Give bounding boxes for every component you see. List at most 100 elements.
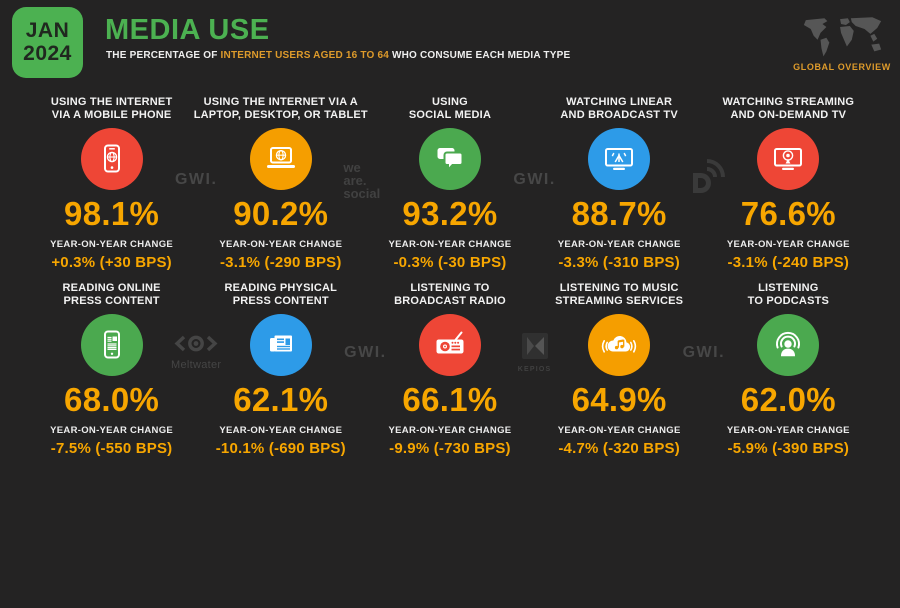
stat-title: WATCHING LINEAR AND BROADCAST TV xyxy=(560,93,677,123)
tv-antenna-icon xyxy=(588,128,651,190)
datareportal-logo-icon xyxy=(683,157,725,204)
yoy-change-label: YEAR-ON-YEAR CHANGE xyxy=(219,239,343,250)
meltwater-logo-icon xyxy=(173,335,219,357)
yoy-change-label: YEAR-ON-YEAR CHANGE xyxy=(388,239,512,250)
yoy-change-label: YEAR-ON-YEAR CHANGE xyxy=(50,239,174,250)
stat-title: LISTENING TO MUSIC STREAMING SERVICES xyxy=(555,279,683,309)
stat-physical-press: READING PHYSICAL PRESS CONTENT 62.1% YEA… xyxy=(196,279,365,458)
stat-title-line2: LAPTOP, DESKTOP, OR TABLET xyxy=(193,109,368,122)
gwi-logo-label: GWI. xyxy=(513,171,556,188)
stat-title-line2: SOCIAL MEDIA xyxy=(408,109,492,122)
meltwater-logo: Meltwater xyxy=(148,329,244,377)
yoy-change-value: +0.3% (+30 BPS) xyxy=(51,254,172,271)
stat-title: READING PHYSICAL PRESS CONTENT xyxy=(224,279,337,309)
yoy-change-label: YEAR-ON-YEAR CHANGE xyxy=(726,425,850,436)
stat-title-line2: BROADCAST RADIO xyxy=(394,295,506,308)
stat-streaming-tv: WATCHING STREAMING AND ON-DEMAND TV 76.6… xyxy=(704,93,873,272)
we-are-social-wordmark-line: are. xyxy=(343,172,367,188)
yoy-change-value: -3.3% (-310 BPS) xyxy=(558,254,680,271)
world-map-icon xyxy=(803,17,882,57)
yoy-change-value: -9.9% (-730 BPS) xyxy=(389,440,511,457)
radio-icon xyxy=(418,314,481,376)
stat-title: USING SOCIAL MEDIA xyxy=(409,93,491,123)
stats-row-1: USING THE INTERNET VIA A MOBILE PHONE 98… xyxy=(27,93,873,272)
stat-title-line1: WATCHING LINEAR xyxy=(566,95,673,108)
stat-title-line1: READING PHYSICAL xyxy=(224,281,338,294)
stat-value: 68.0% xyxy=(64,381,160,418)
stat-title-line2: PRESS CONTENT xyxy=(63,295,160,308)
stat-value: 62.1% xyxy=(233,381,329,418)
date-month: JAN xyxy=(25,18,70,42)
stat-title-line2: TO PODCASTS xyxy=(747,295,830,308)
gwi-logo: GWI. xyxy=(656,329,752,377)
stat-title-line2: PRESS CONTENT xyxy=(232,295,329,308)
tv-streaming-icon xyxy=(757,128,820,190)
stat-value: 66.1% xyxy=(402,381,498,418)
stat-value: 88.7% xyxy=(571,195,667,232)
stat-title-line1: WATCHING STREAMING xyxy=(722,95,855,108)
kepios-logo: KEPIOS xyxy=(487,329,583,377)
yoy-change-label: YEAR-ON-YEAR CHANGE xyxy=(557,239,681,250)
gwi-logo-label: GWI. xyxy=(682,344,726,361)
gwi-logo: GWI. xyxy=(487,156,583,204)
stat-value: 62.0% xyxy=(740,381,836,418)
stat-title-line1: USING xyxy=(432,95,468,108)
stat-computer-internet: USING THE INTERNET VIA A LAPTOP, DESKTOP… xyxy=(194,93,368,272)
yoy-change-value: -4.7% (-320 BPS) xyxy=(558,440,680,457)
stat-title: LISTENING TO BROADCAST RADIO xyxy=(394,279,506,309)
yoy-change-value: -3.1% (-240 BPS) xyxy=(727,254,850,271)
stat-online-press: READING ONLINE PRESS CONTENT 68.0% YEAR-… xyxy=(27,279,196,458)
stat-title: USING THE INTERNET VIA A LAPTOP, DESKTOP… xyxy=(194,93,368,123)
phone-article-icon xyxy=(80,314,143,376)
stat-title-line2: AND BROADCAST TV xyxy=(560,109,678,122)
laptop-globe-icon xyxy=(249,128,312,190)
stat-podcasts: LISTENING TO PODCASTS 62.0% YEAR-ON-YEAR… xyxy=(704,279,873,458)
stat-value: 90.2% xyxy=(233,195,329,232)
kepios-logo-label: KEPIOS xyxy=(517,366,552,373)
stat-title: READING ONLINE PRESS CONTENT xyxy=(63,279,161,309)
stat-value: 93.2% xyxy=(402,195,498,232)
yoy-change-value: -5.9% (-390 BPS) xyxy=(727,440,850,457)
datareportal-logo xyxy=(656,156,752,204)
stat-linear-tv: WATCHING LINEAR AND BROADCAST TV 88.7% Y… xyxy=(535,93,704,272)
we-are-social-logo: we are. social xyxy=(317,156,413,204)
podcast-icon xyxy=(757,314,820,376)
gwi-logo-label: GWI. xyxy=(344,344,387,361)
stat-title-line2: AND ON-DEMAND TV xyxy=(730,109,847,122)
gwi-logo: GWI. xyxy=(317,329,413,377)
stat-title: WATCHING STREAMING AND ON-DEMAND TV xyxy=(722,93,854,123)
stat-title-line1: READING ONLINE xyxy=(62,281,161,294)
stat-title-line2: STREAMING SERVICES xyxy=(555,295,684,308)
yoy-change-label: YEAR-ON-YEAR CHANGE xyxy=(388,425,512,436)
stat-title-line2: VIA A MOBILE PHONE xyxy=(51,109,172,122)
global-overview-label: GLOBAL OVERVIEW xyxy=(793,62,891,72)
meltwater-logo-label: Meltwater xyxy=(170,359,222,371)
stat-social-media: USING SOCIAL MEDIA 93.2% YEAR-ON-YEAR CH… xyxy=(365,93,534,272)
date-year: 2024 xyxy=(23,41,72,65)
stat-title-line1: LISTENING TO MUSIC xyxy=(559,281,679,294)
stat-broadcast-radio: LISTENING TO BROADCAST RADIO 66.1% YEAR-… xyxy=(365,279,534,458)
newspaper-icon xyxy=(249,314,312,376)
stat-title: USING THE INTERNET VIA A MOBILE PHONE xyxy=(51,93,173,123)
yoy-change-value: -0.3% (-30 BPS) xyxy=(393,254,507,271)
cloud-music-icon xyxy=(588,314,651,376)
subtitle-highlight: INTERNET USERS AGED 16 TO 64 xyxy=(220,50,389,61)
we-are-social-wordmark-line: we xyxy=(343,159,361,175)
stat-value: 64.9% xyxy=(571,381,667,418)
stat-title-line1: USING THE INTERNET VIA A xyxy=(203,95,358,108)
subtitle-prefix: THE PERCENTAGE OF xyxy=(106,50,221,61)
gwi-logo: GWI. xyxy=(148,156,244,204)
yoy-change-value: -3.1% (-290 BPS) xyxy=(219,254,342,271)
gwi-logo-label: GWI. xyxy=(174,171,218,188)
yoy-change-value: -7.5% (-550 BPS) xyxy=(50,440,173,457)
stat-mobile-internet: USING THE INTERNET VIA A MOBILE PHONE 98… xyxy=(27,93,196,272)
yoy-change-value: -10.1% (-690 BPS) xyxy=(215,440,346,457)
stat-title-line1: LISTENING xyxy=(758,281,819,294)
chat-bubbles-icon xyxy=(418,128,481,190)
date-badge: JAN 2024 xyxy=(12,7,83,78)
yoy-change-label: YEAR-ON-YEAR CHANGE xyxy=(557,425,681,436)
stats-row-2: READING ONLINE PRESS CONTENT 68.0% YEAR-… xyxy=(27,279,873,458)
mobile-phone-globe-icon xyxy=(80,128,143,190)
subtitle: THE PERCENTAGE OF INTERNET USERS AGED 16… xyxy=(106,50,570,61)
